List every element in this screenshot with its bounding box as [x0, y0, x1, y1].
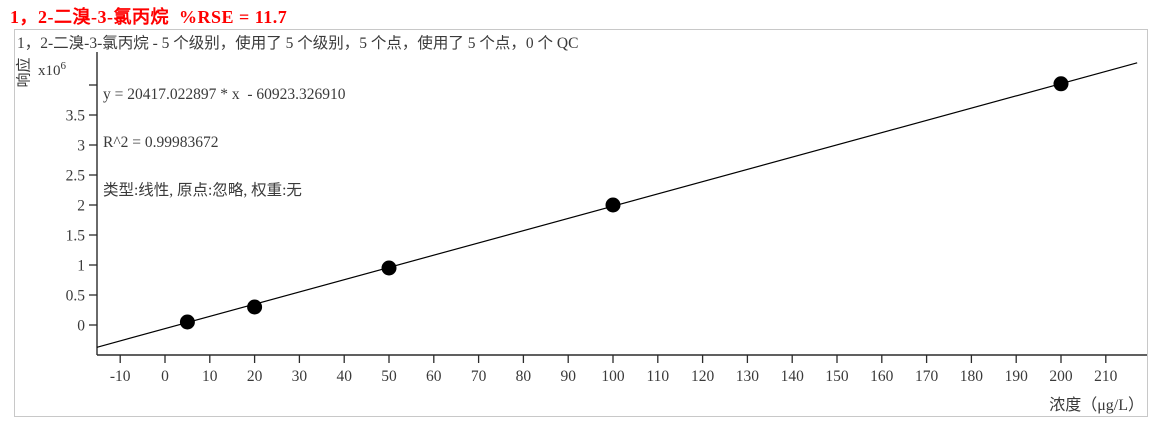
- calibration-point[interactable]: [247, 299, 263, 315]
- x-tick-label: 100: [601, 368, 625, 385]
- x-tick-label: 180: [960, 368, 984, 385]
- calibration-point[interactable]: [381, 260, 397, 276]
- y-axis-title: 响应: [16, 57, 33, 88]
- x-tick-label: 170: [915, 368, 939, 385]
- y-tick-label: 3: [77, 138, 85, 155]
- curve-summary-text: 1，2-二溴-3-氯丙烷 - 5 个级别，使用了 5 个级别，5 个点，使用了 …: [17, 35, 579, 52]
- y-axis-scale-label: x106: [38, 60, 66, 80]
- x-tick-label: 0: [161, 368, 169, 385]
- x-tick-label: 190: [1005, 368, 1029, 385]
- fit-type-info: 类型:线性, 原点:忽略, 权重:无: [103, 182, 302, 199]
- x-tick-label: 150: [825, 368, 849, 385]
- x-tick-label: 40: [336, 368, 352, 385]
- calibration-panel[interactable]: [14, 29, 1148, 417]
- y-scale-exponent: 6: [60, 60, 67, 72]
- x-tick-label: 30: [292, 368, 308, 385]
- y-tick-label: 0: [77, 318, 85, 335]
- fit-equation-block: y = 20417.022897 * x - 60923.326910 R^2 …: [103, 55, 346, 231]
- x-tick-label: 60: [426, 368, 442, 385]
- x-tick-label: 90: [560, 368, 576, 385]
- y-tick-label: 0.5: [66, 288, 86, 305]
- x-tick-label: 160: [870, 368, 894, 385]
- x-tick-label: 140: [781, 368, 805, 385]
- x-tick-label: 110: [646, 368, 669, 385]
- x-tick-label: 210: [1094, 368, 1118, 385]
- x-tick-label: 80: [516, 368, 532, 385]
- y-tick-label: 1: [77, 258, 85, 275]
- calibration-point[interactable]: [1053, 76, 1069, 92]
- x-tick-label: 70: [471, 368, 487, 385]
- y-tick-label: 1.5: [66, 228, 86, 245]
- y-scale-base: x10: [38, 63, 61, 79]
- y-tick-label: 2.5: [66, 168, 86, 185]
- x-axis-title: 浓度（μg/L）: [1049, 397, 1144, 414]
- calibration-point[interactable]: [179, 314, 195, 330]
- fit-equation: y = 20417.022897 * x - 60923.326910: [103, 86, 346, 103]
- x-tick-label: 130: [736, 368, 760, 385]
- x-tick-label: 10: [202, 368, 218, 385]
- x-tick-label: 20: [247, 368, 263, 385]
- calibration-point[interactable]: [605, 197, 621, 213]
- y-tick-label: 2: [77, 198, 85, 215]
- x-tick-label: 120: [691, 368, 715, 385]
- fit-r-squared: R^2 = 0.99983672: [103, 134, 219, 151]
- x-tick-label: -10: [110, 368, 131, 385]
- y-tick-label: 3.5: [66, 108, 86, 125]
- compound-title: 1，2-二溴-3-氯丙烷 %RSE = 11.7: [10, 7, 288, 27]
- x-tick-label: 200: [1049, 368, 1073, 385]
- x-tick-label: 50: [381, 368, 397, 385]
